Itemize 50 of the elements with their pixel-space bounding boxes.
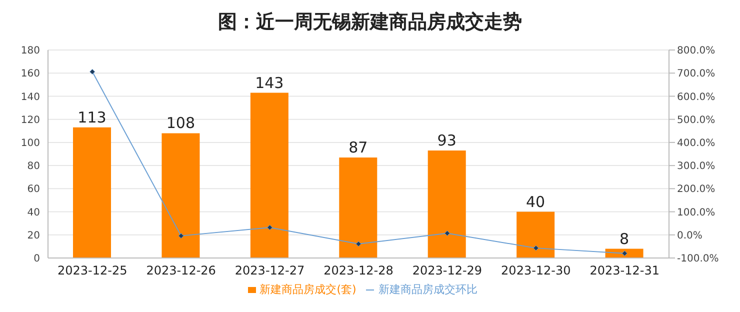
y-tick-label: 160 (20, 68, 40, 80)
y2-tick-label: 400.0% (677, 138, 716, 149)
y2-tick-label: 700.0% (677, 68, 716, 80)
x-tick-label: 2023-12-31 (590, 264, 660, 278)
y-tick-label: 100 (20, 138, 40, 149)
data-label: 87 (348, 138, 368, 156)
y-tick-label: 80 (27, 161, 40, 172)
data-label: 108 (166, 114, 196, 132)
bar (428, 150, 466, 258)
bar (516, 212, 555, 258)
point (356, 241, 362, 247)
data-label: 40 (526, 192, 546, 211)
x-tick-label: 2023-12-29 (412, 264, 482, 278)
point (622, 250, 628, 256)
chart-title: 图：近一周无锡新建商品房成交走势 (217, 10, 523, 35)
x-tick-label: 2023-12-26 (146, 264, 216, 278)
y-tick-label: 20 (27, 230, 40, 242)
y-tick-label: 0 (34, 254, 40, 265)
bar (339, 157, 378, 258)
point (90, 68, 96, 74)
data-label: 113 (78, 108, 106, 126)
data-label: 93 (437, 132, 456, 150)
y2-tick-label: 100.0% (677, 207, 716, 218)
y-tick-label: 120 (20, 114, 40, 126)
bar (250, 92, 288, 258)
y2-tick-label: 300.0% (677, 161, 716, 172)
y2-tick-label: 0.0% (677, 230, 702, 242)
x-tick-label: 2023-12-30 (501, 264, 571, 278)
y-tick-label: 140 (20, 92, 40, 103)
point (533, 245, 539, 251)
y2-tick-label: 200.0% (677, 184, 716, 196)
legend-label: 新建商品房成交环比 (378, 283, 478, 296)
point (267, 224, 273, 230)
bar (162, 133, 200, 258)
y2-tick-label: 800.0% (677, 46, 716, 57)
x-tick-label: 2023-12-27 (234, 264, 305, 278)
x-tick-label: 2023-12-28 (324, 264, 394, 278)
y2-tick-label: 500.0% (677, 114, 716, 126)
data-label: 143 (255, 74, 284, 92)
y2-tick-label: -100.0% (677, 254, 719, 265)
data-label: 8 (620, 230, 630, 248)
bar (73, 127, 111, 258)
y-tick-label: 180 (20, 46, 40, 57)
y-tick-label: 40 (27, 207, 40, 218)
x-tick-label: 2023-12-25 (57, 264, 128, 278)
y-tick-label: 60 (27, 184, 40, 196)
y2-tick-label: 600.0% (677, 92, 716, 103)
legend-label: 新建商品房成交(套) (260, 283, 356, 296)
point (444, 230, 450, 236)
point (178, 233, 184, 239)
